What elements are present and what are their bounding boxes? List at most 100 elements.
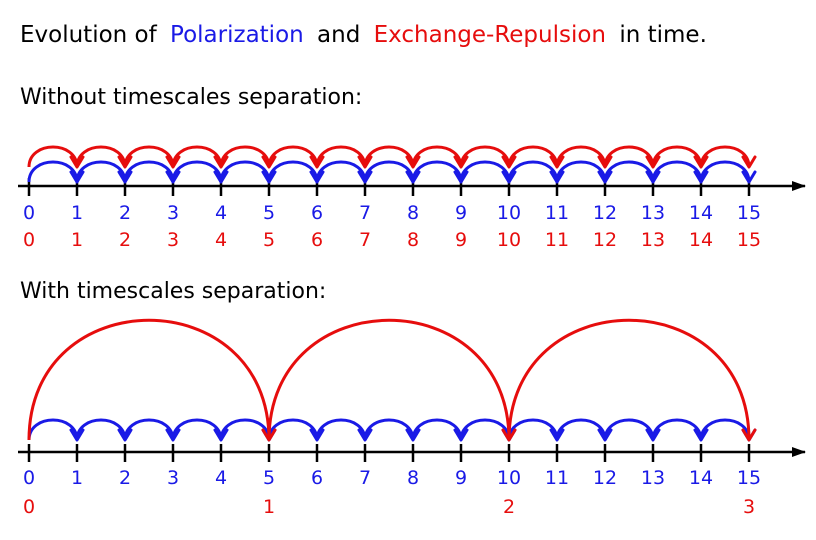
exchange-repulsion-step-label: 11 [545, 229, 569, 251]
exchange-repulsion-hop-arc [27, 318, 271, 441]
polarization-step-label: 9 [455, 467, 467, 489]
exchange-repulsion-step-label: 8 [407, 229, 419, 251]
exchange-repulsion-hop-arc [507, 145, 559, 168]
polarization-step-label: 15 [737, 467, 761, 489]
exchange-repulsion-step-label: 4 [215, 229, 227, 251]
polarization-hop-arc [507, 160, 559, 183]
exchange-repulsion-step-label: 1 [71, 229, 83, 251]
exchange-repulsion-hop-arc [267, 145, 319, 168]
polarization-hop-arc [27, 160, 79, 183]
title-suffix: in time. [619, 22, 707, 48]
polarization-step-label: 2 [119, 202, 131, 224]
exchange-repulsion-hop-arc [75, 145, 127, 168]
polarization-hop-arc [267, 160, 319, 183]
exchange-repulsion-step-label: 12 [593, 229, 617, 251]
exchange-repulsion-step-label: 7 [359, 229, 371, 251]
exchange-repulsion-hop-arc [411, 145, 463, 168]
exchange-repulsion-step-label: 15 [737, 229, 761, 251]
exchange-repulsion-hop-arc [315, 145, 367, 168]
exchange-repulsion-step-label: 14 [689, 229, 713, 251]
exchange-repulsion-step-label: 0 [23, 496, 35, 518]
exchange-repulsion-step-label: 1 [263, 496, 275, 518]
exchange-repulsion-step-label: 6 [311, 229, 323, 251]
panel-1-heading: Without timescales separation: [20, 85, 362, 110]
polarization-hop-arc [123, 418, 175, 441]
polarization-step-label: 11 [545, 202, 569, 224]
polarization-step-label: 6 [311, 202, 323, 224]
polarization-step-label: 7 [359, 467, 371, 489]
polarization-hop-arc [315, 418, 367, 441]
polarization-hop-arc [411, 418, 463, 441]
exchange-repulsion-step-label: 3 [743, 496, 755, 518]
exchange-repulsion-hop-arc [603, 145, 655, 168]
polarization-hop-arc [699, 160, 751, 183]
polarization-step-label: 0 [23, 202, 35, 224]
polarization-hop-arc [75, 160, 127, 183]
exchange-repulsion-step-label: 2 [503, 496, 515, 518]
exchange-repulsion-hop-arc [171, 145, 223, 168]
panel-with-separation: 0 1 2 3 4 5 6 7 8 9 10 11 12 13 14 150 1 2 3 [18, 318, 806, 518]
polarization-step-label: 15 [737, 202, 761, 224]
polarization-step-label: 12 [593, 202, 617, 224]
exchange-repulsion-step-label: 3 [167, 229, 179, 251]
polarization-step-label: 10 [497, 467, 521, 489]
polarization-hop-arc [363, 160, 415, 183]
exchange-repulsion-hop-arrowhead [741, 428, 757, 442]
exchange-repulsion-step-label: 13 [641, 229, 665, 251]
polarization-hop-arc [651, 418, 703, 441]
polarization-hop-arc [411, 160, 463, 183]
exchange-repulsion-hop-arc [459, 145, 511, 168]
polarization-hop-arc [315, 160, 367, 183]
polarization-step-label: 13 [641, 467, 665, 489]
polarization-step-label: 8 [407, 202, 419, 224]
polarization-step-label: 14 [689, 202, 713, 224]
polarization-step-label: 0 [23, 467, 35, 489]
polarization-step-label: 4 [215, 467, 227, 489]
polarization-step-label: 7 [359, 202, 371, 224]
polarization-hop-arc [75, 418, 127, 441]
polarization-hop-arc [171, 418, 223, 441]
polarization-step-label: 5 [263, 467, 275, 489]
exchange-repulsion-step-label: 0 [23, 229, 35, 251]
polarization-hop-arc [363, 418, 415, 441]
polarization-hop-arc [651, 160, 703, 183]
diagram-title: Evolution of Polarization and Exchange-R… [20, 22, 707, 48]
title-prefix: Evolution of [20, 22, 158, 48]
polarization-step-label: 1 [71, 467, 83, 489]
title-exchange-repulsion: Exchange-Repulsion [374, 22, 606, 48]
exchange-repulsion-hop-arc [507, 318, 751, 441]
panel-without-separation: 0 1 2 3 4 5 6 7 8 9 10 11 12 13 14 150 1 2 3 4 5 6 7 8 9 10 11 12 13… [18, 145, 806, 251]
polarization-step-label: 4 [215, 202, 227, 224]
exchange-repulsion-step-label: 5 [263, 229, 275, 251]
exchange-repulsion-hop-arc [267, 318, 511, 441]
polarization-hop-arc [555, 160, 607, 183]
polarization-step-label: 5 [263, 202, 275, 224]
exchange-repulsion-hop-arc [555, 145, 607, 168]
exchange-repulsion-hop-arc [699, 145, 751, 168]
exchange-repulsion-hop-arc [363, 145, 415, 168]
exchange-repulsion-step-label: 2 [119, 229, 131, 251]
polarization-hop-arc [603, 418, 655, 441]
polarization-hop-arrowhead [741, 170, 757, 184]
polarization-step-label: 10 [497, 202, 521, 224]
polarization-hop-arc [123, 160, 175, 183]
polarization-step-label: 3 [167, 202, 179, 224]
polarization-step-label: 9 [455, 202, 467, 224]
polarization-hop-arc [219, 160, 271, 183]
polarization-step-label: 6 [311, 467, 323, 489]
exchange-repulsion-hop-arc [123, 145, 175, 168]
title-and: and [317, 22, 360, 48]
polarization-step-label: 14 [689, 467, 713, 489]
polarization-hop-arc [459, 160, 511, 183]
exchange-repulsion-hop-arc [219, 145, 271, 168]
title-polarization: Polarization [170, 22, 304, 48]
polarization-step-label: 2 [119, 467, 131, 489]
polarization-step-label: 13 [641, 202, 665, 224]
exchange-repulsion-hop-arc [651, 145, 703, 168]
polarization-step-label: 3 [167, 467, 179, 489]
polarization-step-label: 8 [407, 467, 419, 489]
polarization-hop-arc [555, 418, 607, 441]
polarization-step-label: 11 [545, 467, 569, 489]
panel-2-heading: With timescales separation: [20, 279, 326, 304]
